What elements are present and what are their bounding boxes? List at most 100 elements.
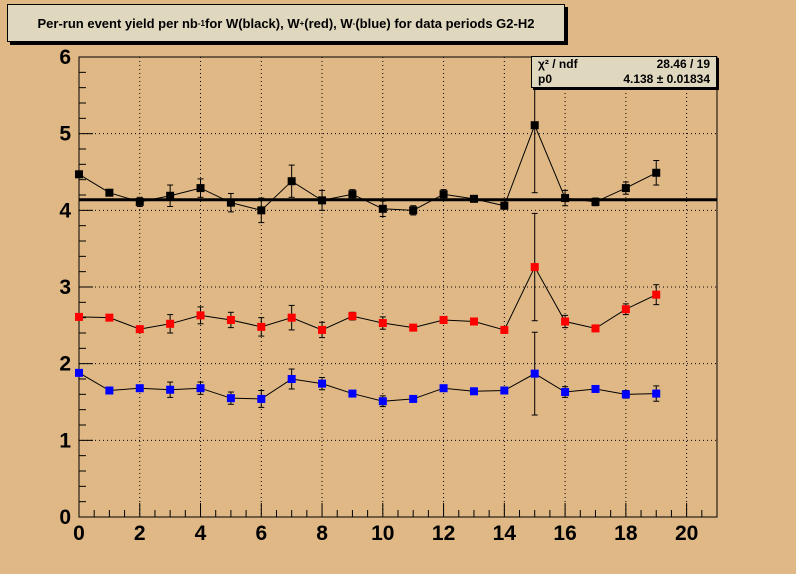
data-point <box>257 206 266 215</box>
data-point <box>500 201 509 210</box>
y-tick-label: 4 <box>59 199 71 222</box>
data-point <box>105 386 114 395</box>
p0-value: 4.138 ± 0.01834 <box>623 72 710 86</box>
title-part-2: for W(black), W <box>205 15 300 31</box>
x-tick-label: 16 <box>553 522 576 545</box>
series-line <box>78 372 657 402</box>
title-superscript-1: -1 <box>197 18 205 28</box>
data-point <box>257 394 266 403</box>
data-point <box>166 191 175 200</box>
fit-stats-box: χ² / ndf 28.46 / 19 p0 4.138 ± 0.01834 <box>531 56 717 88</box>
p0-label: p0 <box>538 72 553 86</box>
data-point <box>621 305 630 314</box>
data-point <box>409 323 418 332</box>
plot-frame-bg <box>79 57 717 517</box>
data-point <box>652 168 661 177</box>
x-tick-label: 6 <box>255 522 267 545</box>
data-point <box>561 194 570 203</box>
data-point <box>75 368 83 377</box>
data-point <box>378 204 387 213</box>
chi2-row: χ² / ndf 28.46 / 19 <box>538 57 710 72</box>
chi2-label: χ² / ndf <box>538 57 578 71</box>
x-tick-label: 4 <box>195 522 207 545</box>
data-point <box>439 384 448 393</box>
data-point <box>287 313 296 322</box>
y-tick-label: 0 <box>59 506 71 529</box>
data-point <box>469 387 478 396</box>
data-point <box>621 390 630 399</box>
data-point <box>226 394 235 403</box>
y-tick-label: 2 <box>59 353 71 376</box>
series-0 <box>75 57 661 224</box>
data-point <box>318 325 327 334</box>
title-superscript-2: + <box>299 18 305 28</box>
data-point <box>439 190 448 199</box>
data-point <box>348 389 357 398</box>
data-point <box>591 384 600 393</box>
data-point <box>196 384 205 393</box>
data-point <box>348 190 357 199</box>
p0-row: p0 4.138 ± 0.01834 <box>538 72 710 87</box>
y-tick-label: 6 <box>59 46 71 69</box>
data-point <box>75 312 83 321</box>
title-part-4: (blue) for data periods G2-H2 <box>355 15 535 31</box>
data-point <box>409 394 418 403</box>
data-point <box>166 319 175 328</box>
data-point <box>621 184 630 193</box>
data-point <box>530 121 539 130</box>
x-tick-label: 8 <box>316 522 328 545</box>
data-point <box>257 322 266 331</box>
data-point <box>500 386 509 395</box>
x-tick-label: 10 <box>371 522 394 545</box>
x-tick-label: 12 <box>432 522 455 545</box>
y-tick-label: 5 <box>59 123 71 146</box>
data-point <box>652 389 661 398</box>
data-point <box>561 317 570 326</box>
data-point <box>287 177 296 186</box>
series-1 <box>75 212 661 339</box>
data-point <box>135 197 144 206</box>
data-point <box>591 324 600 333</box>
chart-title: Per-run event yield per nb -1 for W(black… <box>7 4 565 42</box>
x-tick-label: 2 <box>134 522 146 545</box>
data-point <box>318 196 327 205</box>
data-point <box>530 369 539 378</box>
data-point <box>105 188 114 197</box>
data-point <box>439 315 448 324</box>
series-2 <box>75 331 661 416</box>
title-superscript-3: - <box>352 18 356 28</box>
data-point <box>196 184 205 193</box>
data-point <box>166 385 175 394</box>
data-point <box>500 325 509 334</box>
data-point <box>226 198 235 207</box>
x-tick-label: 14 <box>493 522 517 545</box>
data-point <box>530 263 539 272</box>
series-line <box>78 265 657 331</box>
data-point <box>75 170 83 179</box>
x-tick-label: 18 <box>614 522 638 545</box>
y-tick-label: 1 <box>59 429 71 452</box>
data-point <box>135 384 144 393</box>
x-tick-label: 0 <box>73 522 85 545</box>
title-part-3: (red), W <box>304 15 353 31</box>
data-point <box>318 379 327 388</box>
data-point <box>469 317 478 326</box>
data-point <box>196 311 205 320</box>
plot-frame <box>78 56 718 518</box>
data-point <box>226 315 235 324</box>
data-point <box>105 313 114 322</box>
data-point <box>591 197 600 206</box>
data-point <box>135 325 144 334</box>
series-line <box>78 123 657 211</box>
data-point <box>378 319 387 328</box>
data-point <box>561 388 570 397</box>
data-point <box>469 194 478 203</box>
chi2-value: 28.46 / 19 <box>656 57 710 71</box>
data-point <box>287 375 296 383</box>
x-tick-label: 20 <box>675 522 698 545</box>
data-point <box>652 290 661 299</box>
data-point <box>378 397 387 406</box>
data-point <box>409 206 418 215</box>
